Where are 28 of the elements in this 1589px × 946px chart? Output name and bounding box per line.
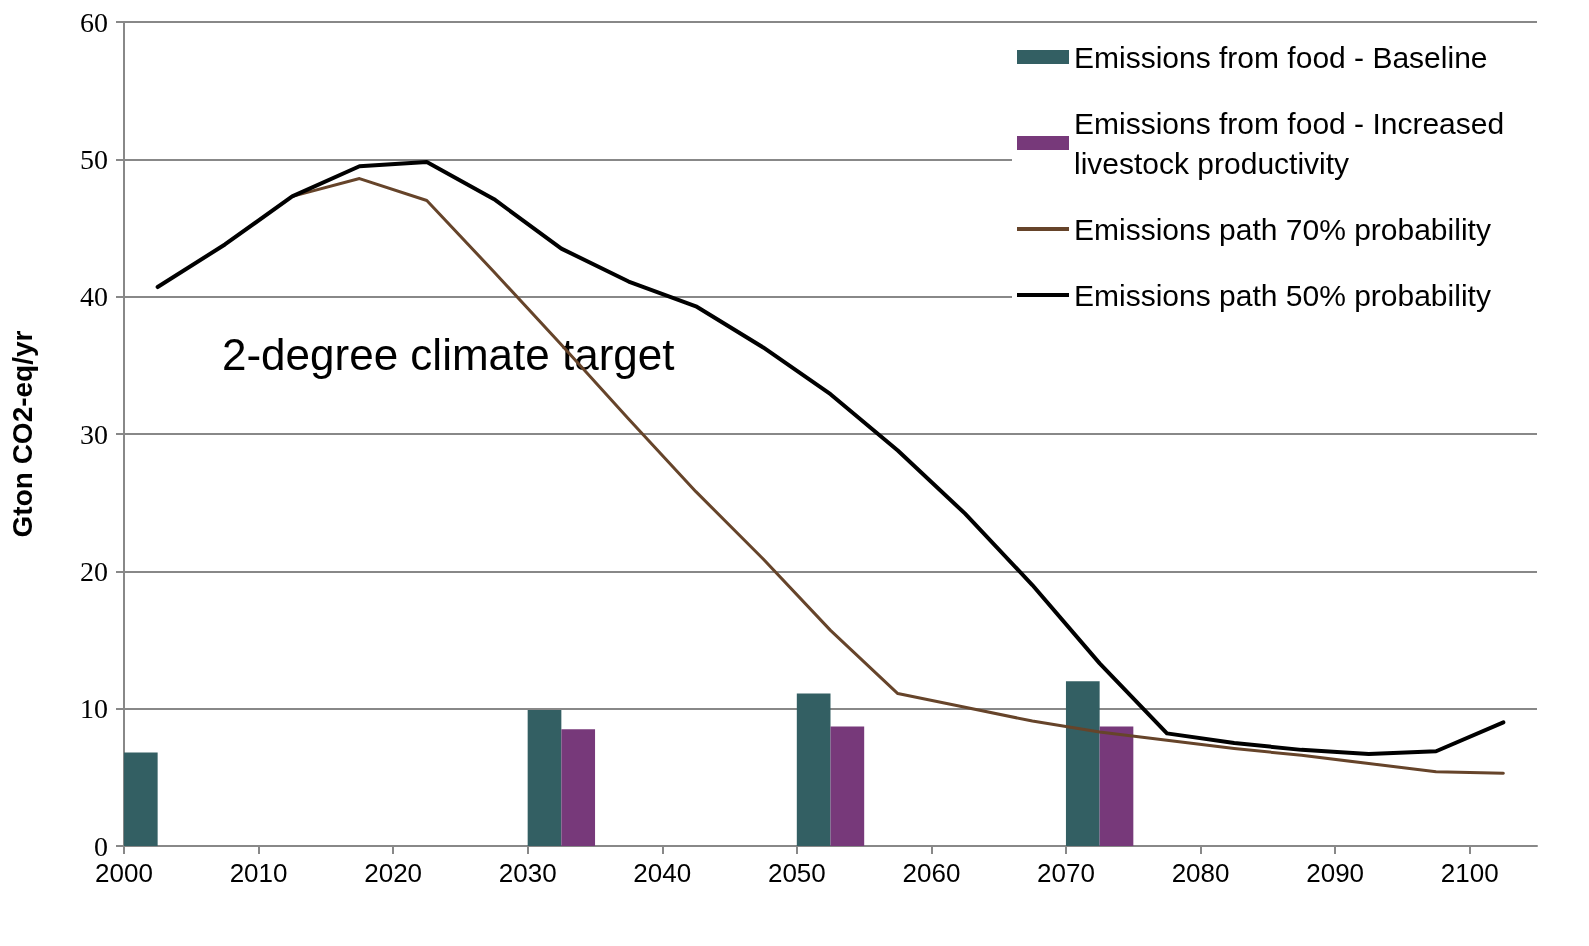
x-tick-label: 2020 bbox=[364, 858, 423, 888]
y-tick-label: 20 bbox=[80, 555, 108, 587]
x-tick-label: 2070 bbox=[1037, 858, 1095, 888]
y-axis-title: Gton CO2-eq/yr bbox=[6, 330, 38, 538]
x-tick-label: 2010 bbox=[229, 858, 288, 888]
legend-label: Emissions path 70% probability bbox=[1074, 212, 1491, 246]
bar bbox=[796, 693, 831, 846]
x-tick-label: 2100 bbox=[1440, 858, 1499, 888]
x-tick-label: 2060 bbox=[902, 858, 961, 888]
legend-label: Emissions from food - Increased livestock productivity bbox=[1074, 106, 1513, 180]
y-tick-label: 40 bbox=[80, 281, 108, 313]
x-tick-label: 2090 bbox=[1306, 858, 1365, 888]
x-tick-label: 2080 bbox=[1171, 858, 1230, 888]
y-tick-label: 50 bbox=[80, 143, 108, 175]
y-tick-label: 10 bbox=[80, 693, 108, 725]
bar bbox=[1099, 726, 1134, 846]
x-tick-label: 2030 bbox=[498, 858, 557, 888]
bar bbox=[527, 710, 562, 846]
bar bbox=[561, 729, 596, 846]
legend-label: Emissions from food - Baseline bbox=[1074, 40, 1488, 74]
x-tick-label: 2040 bbox=[633, 858, 692, 888]
bar bbox=[830, 726, 865, 846]
x-tick-label: 2050 bbox=[767, 858, 826, 888]
y-tick-label: 30 bbox=[80, 418, 108, 450]
legend-label: Emissions path 50% probability bbox=[1074, 278, 1491, 312]
bar bbox=[123, 752, 158, 846]
y-tick-label: 60 bbox=[80, 6, 108, 38]
bar bbox=[1065, 681, 1100, 846]
